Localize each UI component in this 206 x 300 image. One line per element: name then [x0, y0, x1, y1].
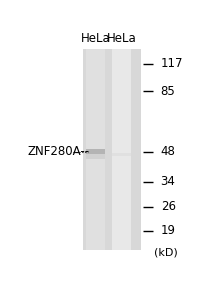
Text: 117: 117 — [160, 57, 182, 70]
Text: 85: 85 — [160, 85, 174, 98]
Text: 19: 19 — [160, 224, 175, 237]
Text: 48: 48 — [160, 145, 175, 158]
Bar — [112, 153, 130, 155]
Text: (kD): (kD) — [153, 248, 177, 258]
Text: 34: 34 — [160, 176, 175, 188]
Bar — [112, 49, 130, 250]
Bar — [86, 154, 104, 158]
Bar — [86, 49, 104, 250]
Text: 26: 26 — [160, 200, 175, 213]
Text: HeLa: HeLa — [80, 32, 110, 45]
Bar — [82, 49, 140, 250]
Bar — [86, 148, 104, 154]
Text: HeLa: HeLa — [106, 32, 136, 45]
Text: ZNF280A--: ZNF280A-- — [27, 145, 89, 158]
